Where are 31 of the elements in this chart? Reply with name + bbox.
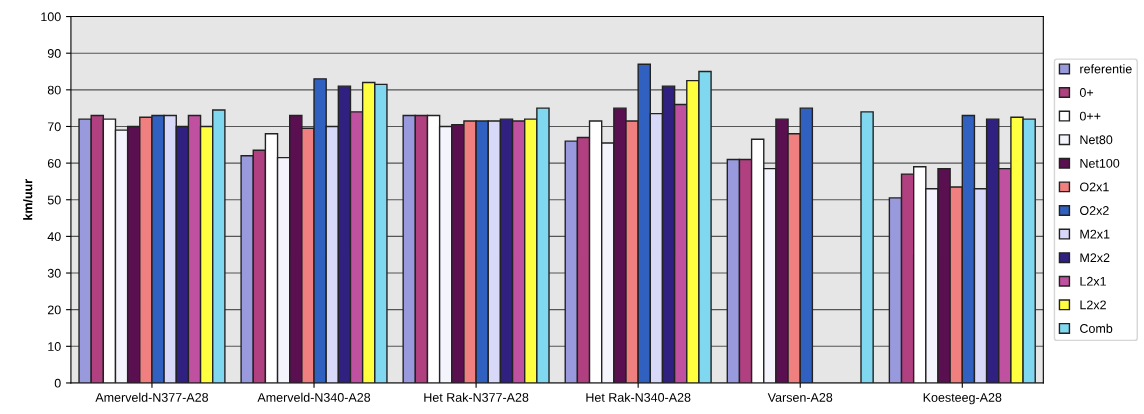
y-tick-label: 70 [47,122,61,132]
x-tick-label: Amerveld-N377-A28 [95,392,209,402]
y-tick-label: 30 [47,268,61,278]
y-tick-label: 80 [47,85,61,95]
y-tick-label: 60 [47,158,61,168]
x-tick-label: Koesteeg-A28 [923,393,1002,405]
y-tick-label: 0 [54,378,61,388]
legend-label: referentie [1080,64,1132,74]
legend-label: O2x2 [1080,206,1109,215]
x-tick-label: Het Rak-N377-A28 [424,392,529,402]
legend-label: Net80 [1080,135,1113,145]
x-tick-label: Varsen-A28 [767,393,833,402]
legend-label: L2x2 [1080,300,1106,310]
y-tick-label: 100 [41,12,61,22]
bar [860,111,874,383]
legend-label: 0++ [1079,111,1101,121]
y-axis-title: km/uur [23,179,33,220]
legend-label: M2x2 [1080,253,1110,263]
legend-label: Net100 [1080,158,1120,168]
y-tick-label: 90 [47,49,61,58]
legend-label: 0+ [1079,88,1094,97]
x-tick-label: Amerveld-N340-A28 [257,392,371,402]
y-tick-label: 20 [47,305,61,315]
legend-label: Comb [1080,323,1113,333]
y-tick-label: 10 [48,342,61,351]
x-tick-label: Het Rak-N340-A28 [586,392,691,402]
legend-label: L2x1 [1080,276,1106,286]
y-tick-label: 40 [47,232,61,242]
legend-label: O2x1 [1080,182,1109,192]
legend-label: M2x1 [1080,229,1110,239]
y-tick-label: 50 [47,195,61,205]
